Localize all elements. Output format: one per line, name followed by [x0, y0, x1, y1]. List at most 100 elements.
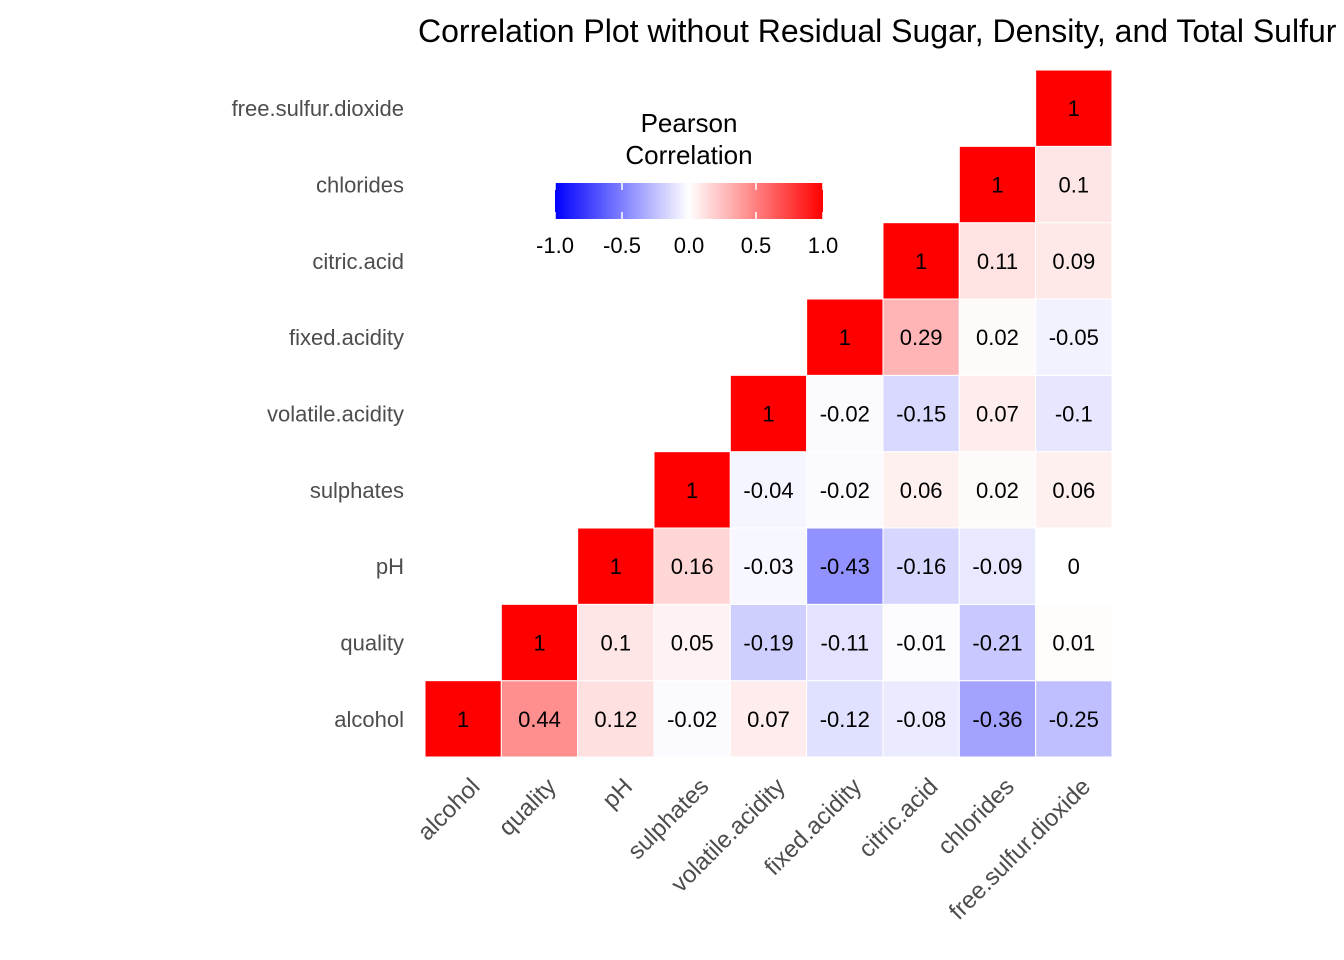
cell-value-label: 0.06 — [1052, 478, 1095, 503]
y-tick-label: citric.acid — [312, 249, 404, 274]
heatmap-cells: 1 0.44 0.12 -0.02 0.07 -0.12 -0.08 -0.36 -0.25 1 0… — [424, 69, 1113, 758]
cell-value-label: 0.01 — [1052, 631, 1095, 656]
cell-value-label: -0.08 — [896, 707, 946, 732]
heatmap-cell-quality-volatile.acidity — [729, 603, 808, 682]
y-tick-label: fixed.acidity — [289, 325, 404, 350]
cell-value-label: -0.11 — [821, 631, 870, 656]
heatmap-cell-pH-fixed.acidity — [806, 527, 884, 605]
cell-value-label: 0.1 — [1059, 173, 1090, 198]
cell-value-label: 0.02 — [976, 325, 1019, 350]
cell-value-label: -0.02 — [820, 478, 870, 503]
heatmap-cell-volatile.acidity-free.sulfur.dioxide — [1035, 374, 1113, 453]
heatmap-cell-pH-chlorides — [958, 527, 1037, 605]
heatmap-cell-quality-chlorides — [958, 603, 1037, 682]
heatmap-cell-fixed.acidity-fixed.acidity — [806, 298, 884, 376]
cell-value-label: -0.01 — [896, 631, 946, 656]
heatmap-cell-quality-sulphates — [653, 603, 731, 682]
heatmap-cell-volatile.acidity-chlorides — [958, 374, 1037, 453]
legend-title-line-1: Pearson — [641, 108, 738, 138]
heatmap-cell-sulphates-free.sulfur.dioxide — [1035, 451, 1113, 529]
cell-value-label: 1 — [1068, 96, 1080, 121]
cell-value-label: 0.06 — [900, 478, 943, 503]
cell-value-label: -0.02 — [820, 402, 870, 427]
heatmap-cell-alcohol-citric.acid — [882, 680, 960, 758]
heatmap-cell-fixed.acidity-chlorides — [958, 298, 1037, 376]
cell-value-label: 0.44 — [518, 707, 561, 732]
cell-value-label: -0.19 — [743, 631, 793, 656]
heatmap-cell-pH-free.sulfur.dioxide — [1035, 527, 1113, 605]
y-tick-label: pH — [376, 554, 404, 579]
cell-value-label: 0.07 — [976, 402, 1019, 427]
y-tick-label: sulphates — [310, 478, 404, 503]
heatmap-cell-quality-quality — [500, 603, 579, 682]
x-tick-label: quality — [494, 773, 562, 841]
heatmap-cell-chlorides-free.sulfur.dioxide — [1035, 145, 1113, 224]
legend-ticks: -1.0 -0.5 0.0 0.5 1.0 — [536, 183, 838, 258]
cell-value-label: -0.21 — [972, 631, 1022, 656]
heatmap-cell-sulphates-citric.acid — [882, 451, 960, 529]
legend-tick-label: 0.5 — [741, 233, 772, 258]
cell-value-label: 1 — [839, 325, 851, 350]
cell-value-label: 1 — [762, 402, 774, 427]
heatmap-cell-sulphates-fixed.acidity — [806, 451, 884, 529]
cell-value-label: 0 — [1068, 554, 1080, 579]
cell-value-label: -0.43 — [820, 554, 870, 579]
cell-value-label: 1 — [533, 631, 545, 656]
x-axis-tick-labels: alcohol quality pHsulphatesvolatile.acidit… — [413, 773, 1097, 925]
cell-value-label: -0.04 — [743, 478, 793, 503]
color-legend: Pearson Correlation -1.0 -0.5 0.0 0.5 1.0 — [536, 108, 838, 258]
heatmap-cell-alcohol-quality — [500, 680, 579, 758]
heatmap-cell-alcohol-fixed.acidity — [806, 680, 884, 758]
cell-value-label: -0.16 — [896, 554, 946, 579]
heatmap-cell-free.sulfur.dioxide-free.sulfur.dioxide — [1035, 69, 1113, 147]
cell-value-label: 0.29 — [900, 325, 943, 350]
y-tick-label: quality — [340, 631, 404, 656]
cell-value-label: 0.1 — [601, 631, 632, 656]
heatmap-cell-pH-volatile.acidity — [729, 527, 808, 605]
y-tick-label: volatile.acidity — [267, 402, 404, 427]
heatmap-cell-alcohol-alcohol — [424, 680, 502, 758]
heatmap-cell-alcohol-chlorides — [958, 680, 1037, 758]
cell-value-label: -0.25 — [1049, 707, 1099, 732]
cell-value-label: 0.11 — [977, 249, 1018, 274]
heatmap-cell-pH-pH — [577, 527, 655, 605]
heatmap-cell-chlorides-chlorides — [958, 145, 1037, 224]
legend-tick-label: -0.5 — [603, 233, 641, 258]
cell-value-label: -0.12 — [820, 707, 870, 732]
x-tick-label: free.sulfur.dioxide — [944, 773, 1096, 925]
heatmap-cell-pH-sulphates — [653, 527, 731, 605]
cell-value-label: -0.15 — [896, 402, 946, 427]
chart-title: Correlation Plot without Residual Sugar,… — [418, 13, 1344, 49]
legend-tick-label: -1.0 — [536, 233, 574, 258]
heatmap-cell-alcohol-free.sulfur.dioxide — [1035, 680, 1113, 758]
cell-value-label: 0.05 — [671, 631, 714, 656]
x-tick-label: citric.acid — [854, 773, 944, 863]
cell-value-label: -0.03 — [743, 554, 793, 579]
heatmap-cell-quality-free.sulfur.dioxide — [1035, 603, 1113, 682]
legend-tick-label: 0.0 — [674, 233, 705, 258]
x-tick-label: alcohol — [413, 773, 486, 846]
heatmap-cell-alcohol-sulphates — [653, 680, 731, 758]
heatmap-cell-sulphates-chlorides — [958, 451, 1037, 529]
cell-value-label: -0.05 — [1049, 325, 1099, 350]
heatmap-cell-citric.acid-free.sulfur.dioxide — [1035, 222, 1113, 300]
x-tick-label: pH — [597, 773, 638, 814]
cell-value-label: 1 — [686, 478, 698, 503]
cell-value-label: 1 — [915, 249, 927, 274]
y-tick-label: free.sulfur.dioxide — [232, 96, 404, 121]
cell-value-label: -0.02 — [667, 707, 717, 732]
cell-value-label: 0.12 — [594, 707, 637, 732]
heatmap-cell-volatile.acidity-volatile.acidity — [729, 374, 808, 453]
cell-value-label: 0.07 — [747, 707, 790, 732]
cell-value-label: -0.1 — [1055, 402, 1093, 427]
heatmap-cell-sulphates-sulphates — [653, 451, 731, 529]
cell-value-label: 1 — [610, 554, 622, 579]
cell-value-label: 1 — [991, 173, 1003, 198]
cell-value-label: 0.02 — [976, 478, 1019, 503]
heatmap-cell-alcohol-volatile.acidity — [729, 680, 808, 758]
cell-value-label: -0.36 — [972, 707, 1022, 732]
cell-value-label: -0.09 — [972, 554, 1022, 579]
legend-tick-label: 1.0 — [808, 233, 839, 258]
heatmap-cell-fixed.acidity-citric.acid — [882, 298, 960, 376]
